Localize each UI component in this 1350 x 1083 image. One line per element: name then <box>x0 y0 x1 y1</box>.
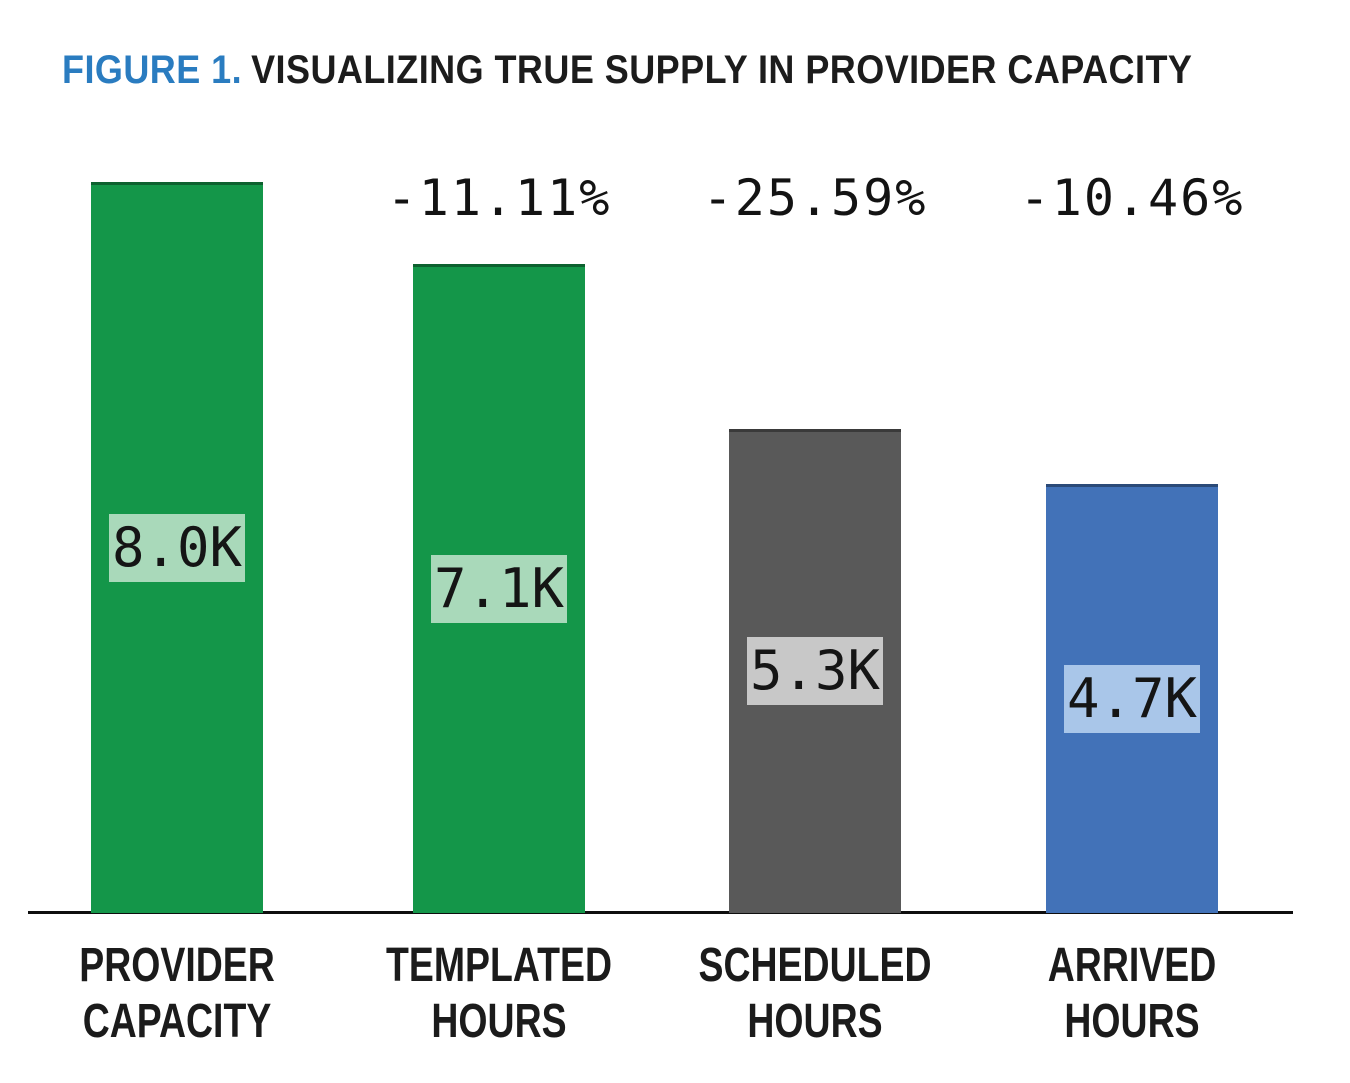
category-label-line: HOURS <box>431 995 567 1048</box>
figure-number-label: FIGURE 1. <box>62 48 243 92</box>
value-label-scheduled-hours: 5.3K <box>747 637 883 705</box>
figure-title-text: VISUALIZING TRUE SUPPLY IN PROVIDER CAPA… <box>251 48 1193 92</box>
value-label-arrived-hours: 4.7K <box>1064 665 1200 733</box>
value-label-provider-capacity: 8.0K <box>109 514 245 582</box>
category-label-scheduled-hours: SCHEDULED HOURS <box>659 938 971 1050</box>
category-label-line: HOURS <box>1064 995 1200 1048</box>
x-axis-line <box>28 911 1293 914</box>
category-label-line: HOURS <box>747 995 883 1048</box>
category-label-arrived-hours: ARRIVED HOURS <box>976 938 1288 1050</box>
category-label-line: TEMPLATED <box>385 939 613 992</box>
category-label-line: SCHEDULED <box>698 939 932 992</box>
delta-label-scheduled-hours: -25.59% <box>702 169 928 227</box>
category-label-line: CAPACITY <box>82 995 272 1048</box>
category-label-line: PROVIDER <box>79 939 275 992</box>
category-label-provider-capacity: PROVIDER CAPACITY <box>21 938 333 1050</box>
category-label-templated-hours: TEMPLATED HOURS <box>343 938 655 1050</box>
category-label-line: ARRIVED <box>1047 939 1217 992</box>
figure-title: FIGURE 1. VISUALIZING TRUE SUPPLY IN PROV… <box>62 48 1192 93</box>
delta-label-arrived-hours: -10.46% <box>1019 169 1245 227</box>
delta-label-templated-hours: -11.11% <box>386 169 612 227</box>
value-label-templated-hours: 7.1K <box>431 555 567 623</box>
